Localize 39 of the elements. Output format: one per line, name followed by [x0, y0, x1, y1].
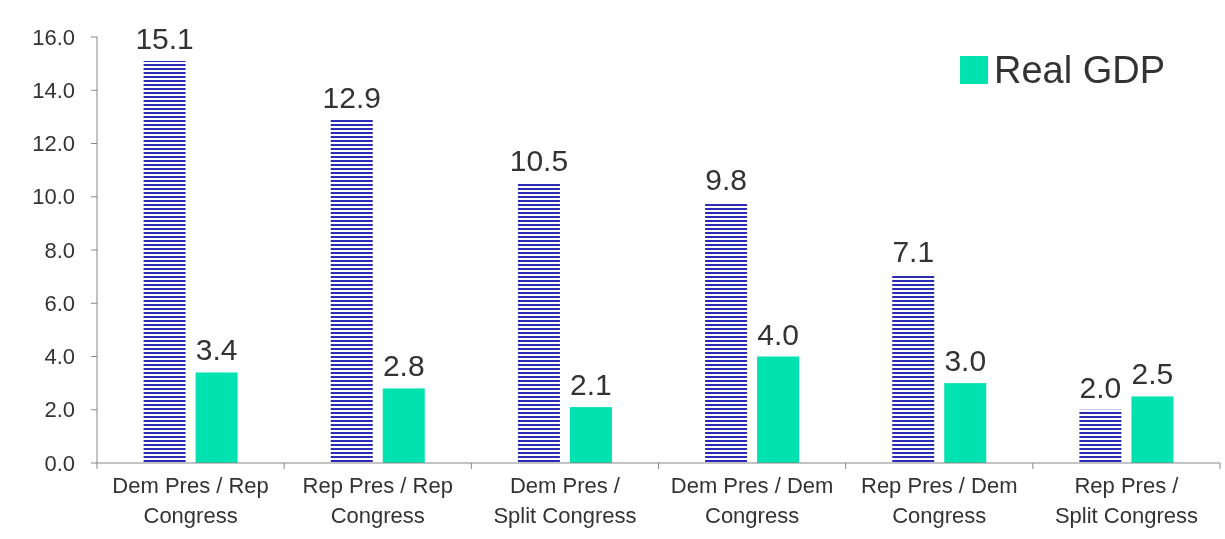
data-label: 12.9: [322, 80, 381, 114]
y-tick-label: 14.0: [32, 77, 75, 103]
bar: [143, 60, 186, 463]
x-tick-label: Dem Pres / Split Congress: [493, 473, 637, 528]
x-tick-label: Dem Pres / Dem Congress: [670, 473, 834, 528]
data-label: 7.1: [892, 234, 935, 268]
data-label: 2.1: [570, 368, 612, 402]
y-tick-label: 12.0: [32, 131, 75, 157]
y-tick-label: 2.0: [44, 397, 75, 423]
data-label: 2.5: [1131, 357, 1174, 391]
data-label: 15.1: [135, 21, 194, 55]
bar: [517, 183, 560, 463]
legend-label: Real GDP: [994, 49, 1166, 92]
bar: [382, 388, 425, 463]
bar: [569, 407, 612, 463]
y-tick-label: 10.0: [32, 184, 75, 210]
bar: [892, 273, 935, 463]
data-label: 2.8: [382, 349, 425, 383]
bar: [330, 119, 373, 463]
x-tick-label: Rep Pres / Rep Congress: [302, 473, 453, 528]
data-label: 2.0: [1079, 370, 1122, 404]
data-label: 9.8: [705, 163, 747, 197]
x-tick-label: Rep Pres / Dem Congress: [861, 473, 1018, 528]
data-label: 4.0: [757, 317, 799, 351]
bar: [1131, 396, 1174, 463]
y-tick-label: 4.0: [44, 344, 75, 370]
bar: [757, 356, 800, 463]
bar: [944, 383, 987, 463]
x-tick-label: Rep Pres / Split Congress: [1054, 473, 1198, 528]
bar: [195, 372, 238, 463]
y-tick-label: 6.0: [44, 290, 75, 316]
y-tick-label: 16.0: [32, 24, 75, 50]
data-label: 3.0: [944, 344, 987, 378]
x-tick-label: Dem Pres / Rep Congress: [112, 473, 269, 528]
y-tick-label: 0.0: [44, 450, 75, 476]
bar: [1079, 409, 1122, 463]
data-label: 3.4: [195, 333, 238, 367]
data-label: 10.5: [509, 144, 569, 178]
y-tick-label: 8.0: [44, 237, 75, 263]
